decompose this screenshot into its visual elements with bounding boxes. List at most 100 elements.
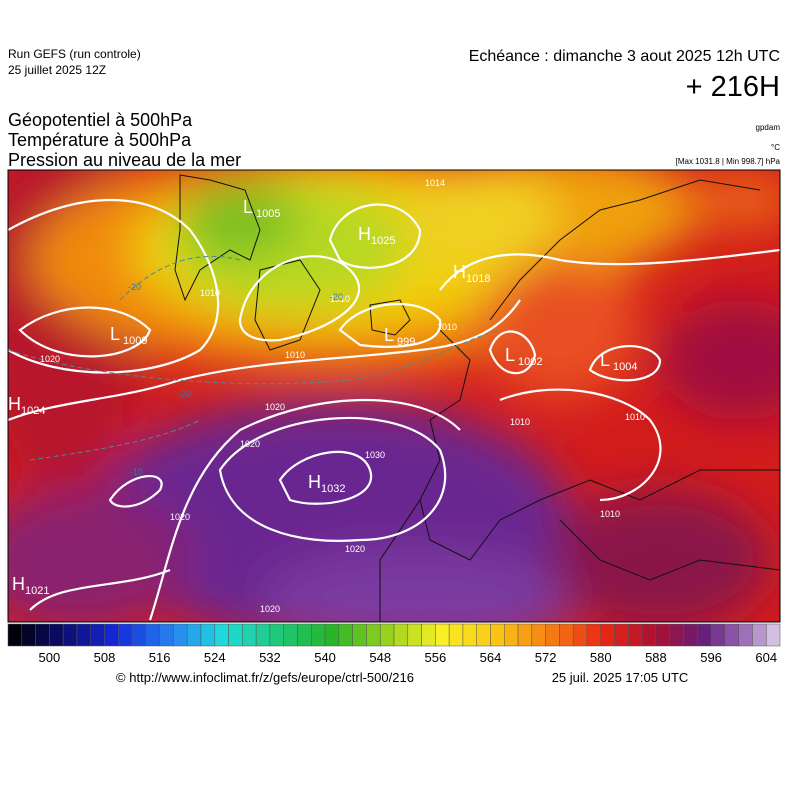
color-box <box>393 623 409 647</box>
field-name: Géopotentiel à 500hPa <box>8 110 193 130</box>
center-type: L <box>384 325 394 345</box>
color-box <box>338 623 353 647</box>
center-type: L <box>600 350 610 370</box>
color-box <box>517 623 533 647</box>
colorbar-tick-label: 532 <box>259 650 281 665</box>
color-box <box>49 623 64 647</box>
center-value: 1002 <box>518 356 542 368</box>
field-name: Pression au niveau de la mer <box>8 150 241 170</box>
color-box <box>559 623 574 647</box>
color-box <box>76 623 91 647</box>
isobar-label: 1020 <box>345 544 365 554</box>
isobar-label: 1014 <box>425 178 445 188</box>
forecast-time: Echéance : dimanche 3 aout 2025 12h UTC <box>469 48 780 65</box>
color-box <box>504 623 519 647</box>
unit: °C <box>771 143 780 152</box>
color-box <box>421 623 436 647</box>
color-box <box>214 623 229 647</box>
color-box <box>200 623 216 647</box>
isobar-label: 1030 <box>365 450 385 460</box>
colorbar-tick-label: 604 <box>755 650 777 665</box>
generated-time: 25 juil. 2025 17:05 UTC <box>552 670 689 685</box>
unit: gpdam <box>756 123 781 132</box>
center-type: L <box>505 345 515 365</box>
isobar-label: 1020 <box>40 354 60 364</box>
color-box <box>242 623 257 647</box>
isobar-label: 1010 <box>285 350 305 360</box>
center-value: 1009 <box>123 335 147 347</box>
color-box <box>297 623 312 647</box>
map-frame <box>7 169 781 623</box>
field-name: Température à 500hPa <box>8 130 192 150</box>
color-box <box>628 623 643 647</box>
color-box <box>21 623 36 647</box>
isobar-labels: 1014 1010 1010 1010 1010 1010 1020 1020 1020 1020… <box>40 178 645 614</box>
color-box <box>572 623 588 647</box>
color-box <box>765 623 781 647</box>
color-box <box>283 623 298 647</box>
colorbar-tick-label: 540 <box>314 650 336 665</box>
color-box <box>600 623 615 647</box>
isobar-label: 1010 <box>510 417 530 427</box>
color-box <box>586 623 602 647</box>
run-name: Run GEFS (run controle) <box>8 47 141 61</box>
isobar-label: 1010 <box>200 288 220 298</box>
color-box <box>145 623 160 647</box>
color-box <box>90 623 105 647</box>
color-box <box>366 623 381 647</box>
color-box <box>228 623 243 647</box>
run-date: 25 juillet 2025 12Z <box>8 63 106 77</box>
color-box <box>738 623 753 647</box>
color-box <box>352 623 367 647</box>
center-type: H <box>8 394 21 414</box>
colorbar-tick-label: 572 <box>535 650 557 665</box>
colorbar-tick-label: 524 <box>204 650 226 665</box>
color-box <box>407 623 422 647</box>
center-value: 999 <box>397 336 415 348</box>
center-value: 1032 <box>321 483 345 495</box>
color-box <box>255 623 271 647</box>
color-box <box>697 623 712 647</box>
color-box <box>173 623 188 647</box>
color-box <box>448 623 464 647</box>
center-value: 1021 <box>25 585 49 597</box>
isobar-label: 1010 <box>600 509 620 519</box>
colorbar-tick-label: 516 <box>149 650 171 665</box>
isobar-label: 1010 <box>437 322 457 332</box>
color-box <box>655 623 670 647</box>
color-box <box>476 623 491 647</box>
color-box <box>62 623 78 647</box>
colorbar-tick-label: 548 <box>369 650 391 665</box>
color-box <box>118 623 133 647</box>
colorbar-tick-label: 596 <box>700 650 722 665</box>
color-box <box>531 623 546 647</box>
isobar-label: 1010 <box>330 294 350 304</box>
color-box <box>724 623 739 647</box>
color-box <box>490 623 505 647</box>
color-box <box>311 623 326 647</box>
color-box <box>435 623 450 647</box>
color-box <box>186 623 202 647</box>
center-type: L <box>243 197 253 217</box>
center-value: 1005 <box>256 208 280 220</box>
center-type: H <box>12 574 25 594</box>
center-type: H <box>358 224 371 244</box>
center-type: H <box>453 262 466 282</box>
color-box <box>669 623 684 647</box>
source-url: © http://www.infoclimat.fr/z/gefs/europe… <box>116 670 414 685</box>
center-type: H <box>308 472 321 492</box>
isobar-label: 1020 <box>260 604 280 614</box>
colorbar-tick-label: 588 <box>645 650 667 665</box>
center-value: 1025 <box>371 235 395 247</box>
isobar-label: 1020 <box>240 439 260 449</box>
center-value: 1024 <box>21 405 45 417</box>
color-box <box>614 623 629 647</box>
color-box <box>159 623 174 647</box>
color-box <box>641 623 657 647</box>
isobar-label: 1010 <box>625 412 645 422</box>
colorbar-tick-label: 556 <box>425 650 447 665</box>
temperature-label: -10 <box>130 467 143 477</box>
